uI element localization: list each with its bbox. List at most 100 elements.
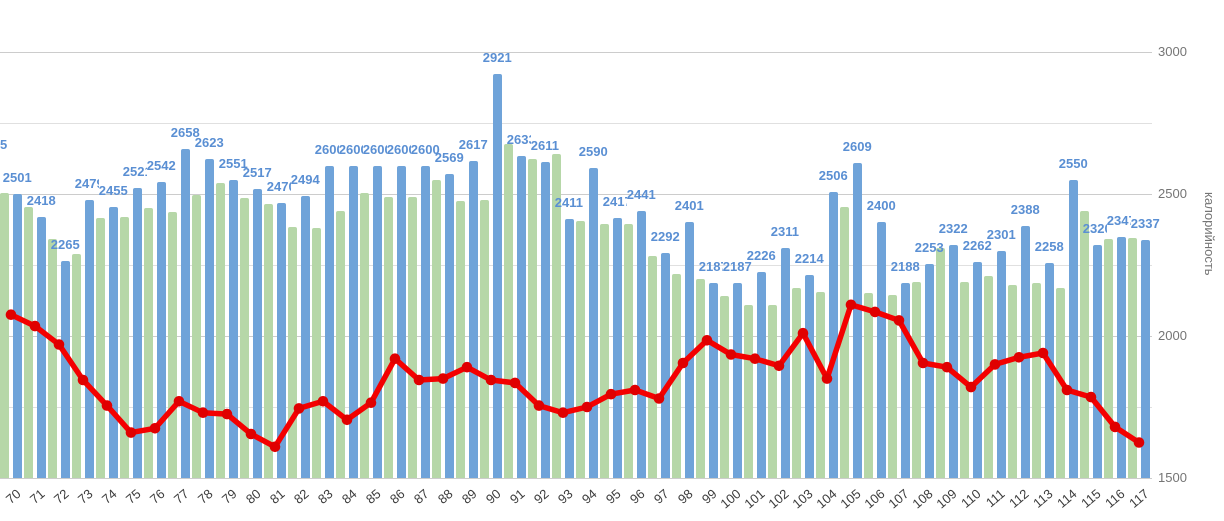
bar-blue[interactable] xyxy=(948,244,959,478)
bar-green[interactable] xyxy=(983,276,994,478)
bar-blue[interactable] xyxy=(972,261,983,478)
bar-blue[interactable] xyxy=(204,159,215,478)
bar-blue[interactable] xyxy=(828,192,839,478)
bar-blue[interactable] xyxy=(324,165,335,478)
bar-green[interactable] xyxy=(143,208,154,478)
bar-green[interactable] xyxy=(95,218,106,478)
bar-blue[interactable] xyxy=(396,165,407,478)
bar-blue[interactable] xyxy=(444,174,455,478)
bar-green[interactable] xyxy=(263,203,274,478)
bar-green[interactable] xyxy=(311,228,322,478)
bar-blue[interactable] xyxy=(996,250,1007,478)
bar-blue[interactable] xyxy=(804,275,815,478)
bar-blue[interactable] xyxy=(492,74,503,478)
bar-green[interactable] xyxy=(1127,238,1138,478)
bar-blue[interactable] xyxy=(612,217,623,478)
bar-blue[interactable] xyxy=(228,179,239,478)
bar-blue[interactable] xyxy=(1140,240,1151,478)
bar-green[interactable] xyxy=(383,196,394,478)
bar-green[interactable] xyxy=(71,253,82,478)
bar-green[interactable] xyxy=(911,282,922,478)
bar-green[interactable] xyxy=(1031,283,1042,478)
bar-blue[interactable] xyxy=(852,163,863,478)
bar-blue[interactable] xyxy=(372,165,383,478)
bar-blue[interactable] xyxy=(1068,179,1079,478)
bar-blue[interactable] xyxy=(1020,225,1031,478)
bar-green[interactable] xyxy=(167,212,178,478)
bar-blue[interactable] xyxy=(636,210,647,478)
bar-green[interactable] xyxy=(743,304,754,478)
bar-green[interactable] xyxy=(959,282,970,478)
bar-green[interactable] xyxy=(503,144,514,478)
bar-value-label: 2611 xyxy=(530,138,559,154)
bar-blue[interactable] xyxy=(12,193,23,478)
bar-blue[interactable] xyxy=(468,160,479,478)
bar-blue[interactable] xyxy=(684,222,695,478)
bar-blue[interactable] xyxy=(900,282,911,478)
bar-blue[interactable] xyxy=(564,219,575,478)
bar-green[interactable] xyxy=(527,158,538,478)
bar-blue[interactable] xyxy=(876,222,887,478)
bar-blue[interactable] xyxy=(1116,237,1127,478)
bar-blue[interactable] xyxy=(108,206,119,478)
bar-green[interactable] xyxy=(287,226,298,478)
bar-green[interactable] xyxy=(1007,284,1018,478)
bar-blue[interactable] xyxy=(84,199,95,478)
bar-blue[interactable] xyxy=(924,264,935,478)
bar-green[interactable] xyxy=(23,206,34,478)
bar-blue[interactable] xyxy=(540,162,551,478)
bar-green[interactable] xyxy=(671,273,682,478)
bar-blue[interactable] xyxy=(588,168,599,478)
bar-green[interactable] xyxy=(599,223,610,478)
bar-green[interactable] xyxy=(47,239,58,478)
bar-green[interactable] xyxy=(695,279,706,478)
bar-blue[interactable] xyxy=(36,217,47,478)
bar-green[interactable] xyxy=(935,247,946,478)
bar-blue[interactable] xyxy=(300,195,311,478)
bar-green[interactable] xyxy=(1079,211,1090,478)
bar-blue[interactable] xyxy=(732,282,743,478)
bar-green[interactable] xyxy=(0,192,10,478)
bar-green[interactable] xyxy=(215,182,226,478)
bar-blue[interactable] xyxy=(132,188,143,478)
bar-green[interactable] xyxy=(239,198,250,478)
bar-value-label: 2470 xyxy=(266,178,291,194)
bar-blue[interactable] xyxy=(660,253,671,478)
bar-blue[interactable] xyxy=(252,189,263,478)
bar-blue[interactable] xyxy=(756,271,767,478)
bar-green[interactable] xyxy=(863,293,874,478)
bar-green[interactable] xyxy=(767,304,778,478)
bar-green[interactable] xyxy=(407,196,418,478)
bar-green[interactable] xyxy=(719,296,730,478)
bar-blue[interactable] xyxy=(276,202,287,478)
bar-green[interactable] xyxy=(191,195,202,478)
bar-blue[interactable] xyxy=(180,149,191,478)
bar-value-label: 2569 xyxy=(434,150,464,166)
bar-green[interactable] xyxy=(1103,239,1114,478)
bar-green[interactable] xyxy=(359,192,370,478)
bar-blue[interactable] xyxy=(1092,245,1103,478)
bar-green[interactable] xyxy=(455,201,466,478)
bar-green[interactable] xyxy=(887,294,898,478)
bar-green[interactable] xyxy=(479,199,490,478)
bar-green[interactable] xyxy=(647,256,658,478)
bar-blue[interactable] xyxy=(156,182,167,478)
bar-blue[interactable] xyxy=(780,247,791,478)
bar-green[interactable] xyxy=(575,220,586,478)
bar-value-label: 2292 xyxy=(650,229,680,245)
bar-blue[interactable] xyxy=(516,156,527,478)
bar-green[interactable] xyxy=(791,287,802,478)
bar-blue[interactable] xyxy=(708,282,719,478)
bar-green[interactable] xyxy=(335,211,346,478)
bar-green[interactable] xyxy=(839,206,850,478)
bar-green[interactable] xyxy=(431,179,442,478)
bar-blue[interactable] xyxy=(60,260,71,478)
bar-blue[interactable] xyxy=(348,165,359,478)
bar-blue[interactable] xyxy=(420,165,431,478)
bar-value-label: 2226 xyxy=(746,247,776,263)
bar-green[interactable] xyxy=(1055,287,1066,478)
bar-green[interactable] xyxy=(815,291,826,478)
bar-green[interactable] xyxy=(623,223,634,478)
bar-blue[interactable] xyxy=(1044,262,1055,478)
bar-green[interactable] xyxy=(119,216,130,478)
